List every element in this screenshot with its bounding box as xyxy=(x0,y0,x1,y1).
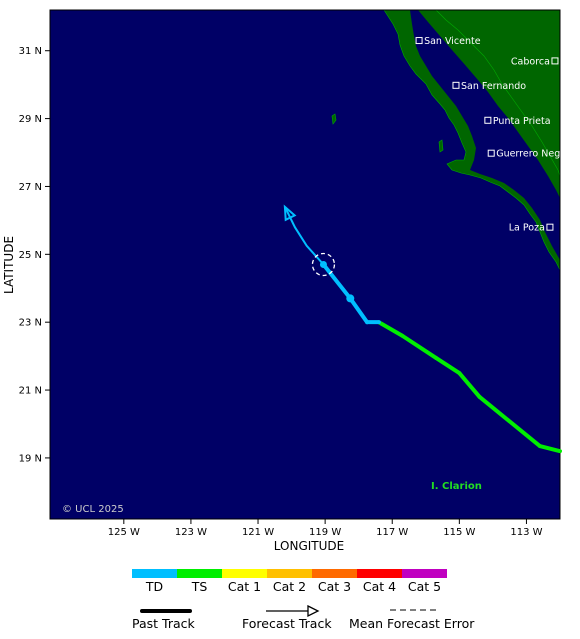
y-axis-title: LATITUDE xyxy=(2,236,16,294)
category-label: Cat 1 xyxy=(227,579,262,594)
category-swatch xyxy=(402,569,447,578)
category-label: Cat 4 xyxy=(362,579,397,594)
gulf-of-california xyxy=(410,10,560,260)
city-marker xyxy=(415,37,423,45)
lat-tick-label: 21 N xyxy=(19,386,42,397)
island-guadalupe xyxy=(331,113,337,125)
lon-tick-label: 117 W xyxy=(376,527,408,538)
city-label: La Poza xyxy=(509,223,545,234)
mean-error-swatch xyxy=(390,609,438,611)
lon-tick-label: 115 W xyxy=(443,527,475,538)
category-swatch xyxy=(132,569,177,578)
past-track-segment xyxy=(457,371,482,399)
category-swatch xyxy=(267,569,312,578)
city-marker xyxy=(484,116,492,124)
forecast-track-label: Forecast Track xyxy=(242,616,332,631)
past-track-segment xyxy=(537,444,562,454)
mean-error-circle xyxy=(311,252,336,277)
category-swatch xyxy=(357,569,402,578)
category-label: Cat 2 xyxy=(272,579,307,594)
city-label: Punta Prieta xyxy=(493,116,551,127)
storm-track-map: 125 W 123 W 121 W 119 W 117 W 115 W 113 W 31 N 2… xyxy=(2,9,570,553)
city-marker xyxy=(546,223,554,231)
category-label: TD xyxy=(145,579,164,594)
city-label: Caborca xyxy=(511,56,550,67)
mean-error-label: Mean Forecast Error xyxy=(349,616,475,631)
lat-tick-label: 31 N xyxy=(19,46,42,57)
past-track-segment xyxy=(400,333,438,360)
past-track-segment xyxy=(433,355,462,376)
city-label: San Vicente xyxy=(424,36,481,47)
past-track-segment xyxy=(376,320,405,338)
category-label: Cat 3 xyxy=(317,579,352,594)
lon-tick-label: 125 W xyxy=(108,527,140,538)
lat-tick-label: 27 N xyxy=(19,182,42,193)
lat-tick-label: 19 N xyxy=(19,453,42,464)
land-layer xyxy=(331,9,561,271)
current-position-marker xyxy=(319,261,327,268)
city-label: Guerrero Negro xyxy=(496,149,570,160)
map-frame xyxy=(49,9,561,520)
island-cedros xyxy=(438,139,444,153)
lat-tick-label: 23 N xyxy=(19,318,42,329)
past-track-swatch xyxy=(140,609,192,613)
city-marker xyxy=(452,81,460,89)
mexico-mainland xyxy=(435,9,561,177)
x-axis-title: LONGITUDE xyxy=(274,539,344,553)
lon-tick-label: 113 W xyxy=(510,527,542,538)
legend: TD TS Cat 1 Cat 2 Cat 3 Cat 4 Cat 5 Past Track… xyxy=(0,568,580,639)
city-label: San Fernando xyxy=(461,81,526,92)
category-swatch xyxy=(222,569,267,578)
past-track-segment xyxy=(348,296,370,325)
past-track-label: Past Track xyxy=(132,616,195,631)
past-track-segment xyxy=(477,394,542,449)
forecast-track-swatch xyxy=(266,604,320,618)
lon-tick-label: 121 W xyxy=(242,527,274,538)
lon-tick-label: 123 W xyxy=(175,527,207,538)
category-swatch xyxy=(312,569,357,578)
city-marker xyxy=(551,57,559,65)
past-track-segment xyxy=(321,262,353,301)
lat-tick-label: 29 N xyxy=(19,114,42,125)
lat-tick-label: 25 N xyxy=(19,250,42,261)
forecast-arrowhead xyxy=(283,204,297,222)
category-label: Cat 5 xyxy=(407,579,442,594)
forecast-point xyxy=(346,294,355,303)
lon-tick-label: 119 W xyxy=(309,527,341,538)
copyright-label: © UCL 2025 xyxy=(62,504,124,515)
category-swatch xyxy=(177,569,222,578)
category-label: TS xyxy=(191,579,208,594)
city-marker xyxy=(487,149,495,157)
island-clarion-label: I. Clarion xyxy=(431,481,482,492)
